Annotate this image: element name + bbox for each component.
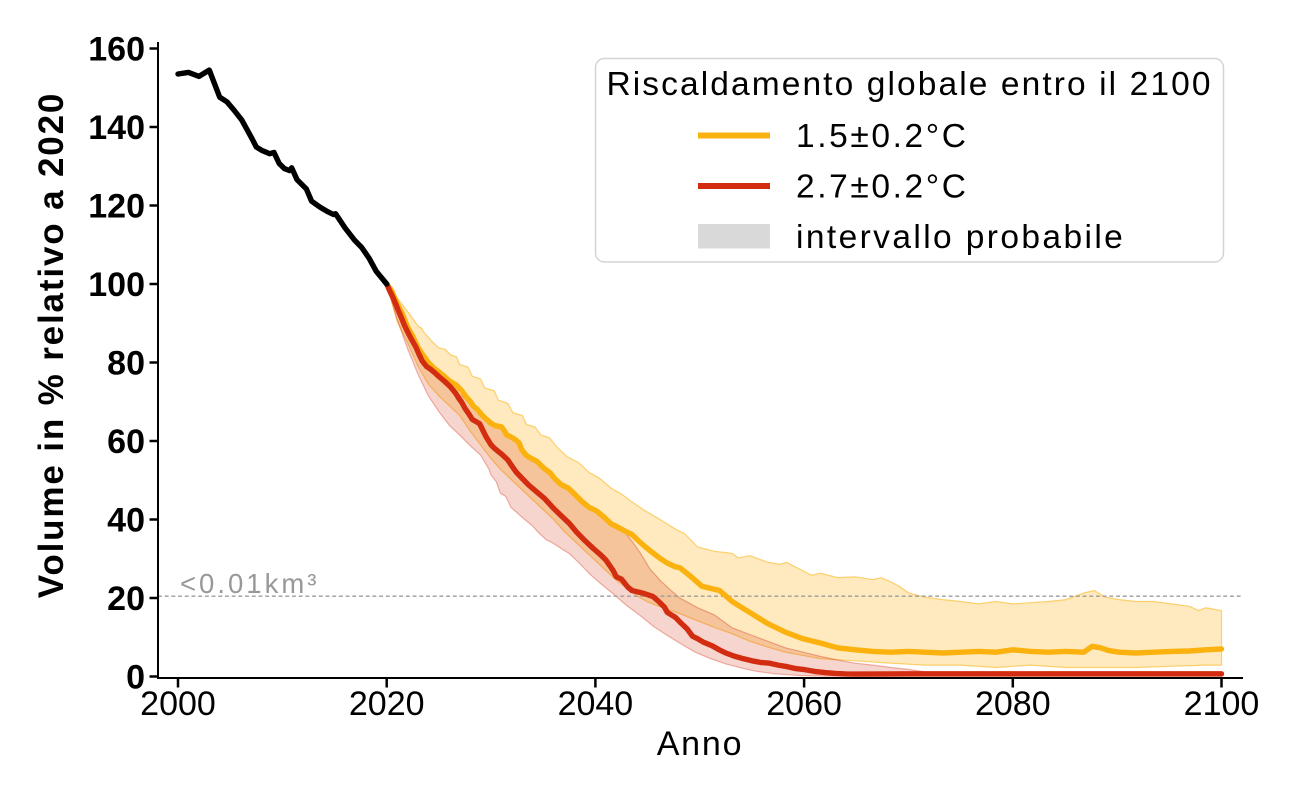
svg-text:60: 60 [107, 423, 145, 461]
svg-text:1.5±0.2°C: 1.5±0.2°C [796, 118, 969, 155]
svg-text:40: 40 [107, 502, 145, 540]
svg-text:2060: 2060 [766, 685, 842, 723]
svg-text:intervallo probabile: intervallo probabile [796, 219, 1125, 256]
svg-text:Volume in % relativo a 2020: Volume in % relativo a 2020 [32, 92, 71, 598]
svg-text:140: 140 [88, 109, 145, 147]
svg-text:2080: 2080 [975, 685, 1051, 723]
svg-text:2.7±0.2°C: 2.7±0.2°C [796, 169, 969, 206]
svg-text:Anno: Anno [657, 725, 744, 763]
svg-text:2040: 2040 [558, 685, 634, 723]
svg-text:2100: 2100 [1184, 685, 1260, 723]
svg-text:20: 20 [107, 580, 145, 618]
svg-text:160: 160 [88, 31, 145, 69]
svg-text:Riscaldamento globale entro il: Riscaldamento globale entro il 2100 [606, 66, 1212, 103]
svg-text:2020: 2020 [349, 685, 425, 723]
svg-text:2000: 2000 [140, 685, 216, 723]
svg-text:80: 80 [107, 345, 145, 383]
svg-text:0: 0 [126, 659, 145, 697]
svg-text:<0.01km³: <0.01km³ [180, 568, 319, 599]
svg-text:100: 100 [88, 266, 145, 304]
svg-text:120: 120 [88, 188, 145, 226]
